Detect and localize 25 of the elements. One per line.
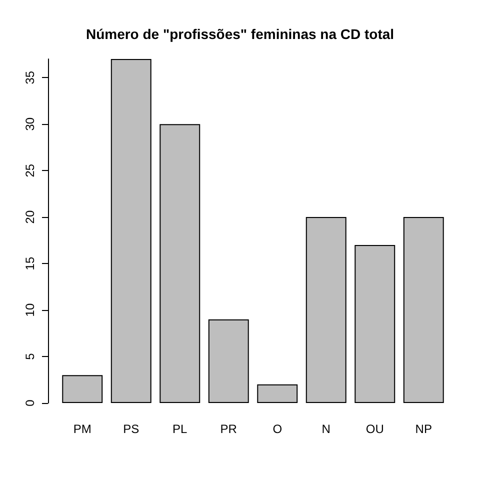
x-tick-label: PR bbox=[220, 422, 238, 436]
y-tick-label: 5 bbox=[23, 352, 37, 360]
bar bbox=[208, 319, 249, 403]
y-tick-label: 35 bbox=[23, 70, 37, 84]
bar bbox=[62, 375, 103, 403]
y-tick-label: 0 bbox=[23, 399, 37, 406]
bar bbox=[403, 217, 444, 403]
y-tick-label: 15 bbox=[23, 256, 37, 270]
y-tick-label: 10 bbox=[23, 303, 37, 317]
x-tick-label: O bbox=[272, 422, 282, 436]
x-tick-label: NP bbox=[415, 422, 432, 436]
x-tick-label: OU bbox=[366, 422, 384, 436]
x-tick-label: PS bbox=[123, 422, 140, 436]
x-tick-label: PL bbox=[172, 422, 188, 436]
bar bbox=[110, 59, 152, 403]
y-tick-label: 25 bbox=[23, 164, 37, 178]
chart-title: Número de "profissões" femininas na CD total bbox=[86, 26, 394, 42]
bar bbox=[354, 244, 396, 403]
bar bbox=[306, 217, 346, 403]
bar bbox=[160, 124, 200, 403]
bar bbox=[257, 384, 298, 403]
y-tick-label: 20 bbox=[23, 210, 37, 224]
y-tick-label: 30 bbox=[23, 117, 37, 131]
x-tick-label: N bbox=[322, 422, 330, 436]
x-tick-label: PM bbox=[73, 422, 92, 436]
